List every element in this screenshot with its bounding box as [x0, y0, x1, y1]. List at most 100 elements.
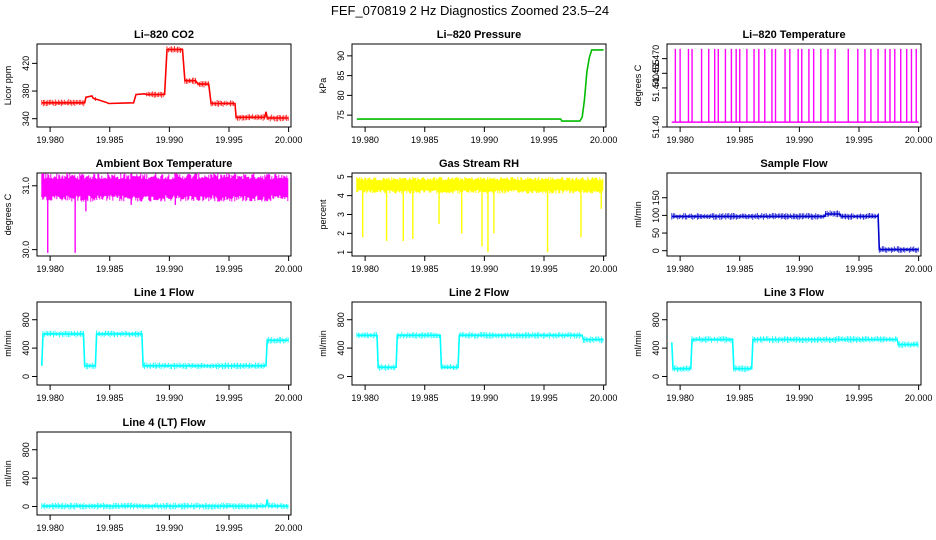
x-tick-label: 19.990 [471, 264, 499, 274]
y-tick-label: 0 [651, 374, 661, 379]
series-noise [41, 502, 289, 510]
y-tick-label: 400 [336, 341, 346, 356]
series-line [41, 333, 289, 367]
y-tick-label: 400 [21, 341, 31, 356]
x-tick-label: 19.995 [530, 135, 558, 145]
y-tick-label: 0 [651, 248, 661, 253]
x-tick-label: 19.985 [96, 393, 124, 403]
x-tick-label: 20.000 [590, 264, 618, 274]
y-tick-label: 51.40 [651, 116, 661, 139]
x-tick-label: 20.000 [905, 264, 933, 274]
x-tick-label: 19.990 [156, 264, 184, 274]
chart-panel-2: Li–820 Pressure 19.980 19.985 19.990 19.995 2… [318, 29, 617, 145]
chart-title: Li–820 Temperature [742, 29, 845, 41]
y-tick-label: 150 [651, 190, 661, 205]
y-tick-label: 0 [336, 374, 346, 379]
series-noise [41, 46, 289, 122]
x-tick-label: 19.995 [215, 393, 243, 403]
y-tick-label: 100 [651, 208, 661, 223]
x-tick-label: 19.980 [666, 393, 694, 403]
y-tick-label: 50 [651, 228, 661, 238]
x-tick-label: 20.000 [590, 135, 618, 145]
x-tick-label: 19.985 [411, 264, 439, 274]
x-tick-label: 19.995 [215, 264, 243, 274]
x-tick-label: 19.995 [530, 264, 558, 274]
chart-title: Li–820 CO2 [134, 29, 194, 41]
series-noise [672, 336, 919, 373]
chart-title: Ambient Box Temperature [96, 158, 233, 170]
plot-frame [666, 301, 922, 386]
x-tick-label: 20.000 [275, 135, 303, 145]
x-tick-label: 19.985 [726, 135, 754, 145]
y-tick-label: 800 [21, 312, 31, 327]
y-tick-label: 80 [336, 90, 346, 100]
x-tick-label: 19.980 [36, 135, 64, 145]
x-tick-label: 19.990 [156, 523, 184, 533]
y-tick-label: 51.440 [651, 74, 661, 102]
x-tick-label: 19.980 [36, 523, 64, 533]
x-tick-label: 19.990 [786, 135, 814, 145]
x-tick-label: 19.985 [726, 264, 754, 274]
series-noise [671, 210, 919, 253]
x-tick-label: 19.980 [36, 393, 64, 403]
series-line [356, 49, 604, 122]
y-tick-label: 420 [21, 56, 31, 71]
x-tick-label: 19.995 [845, 135, 873, 145]
y-tick-label: 800 [21, 442, 31, 457]
x-tick-label: 19.995 [215, 135, 243, 145]
x-tick-label: 19.990 [156, 393, 184, 403]
figure-title: FEF_070819 2 Hz Diagnostics Zoomed 23.5–… [331, 3, 609, 18]
plot-frame [666, 172, 922, 257]
x-tick-label: 20.000 [275, 393, 303, 403]
series-line [41, 499, 289, 507]
x-tick-label: 19.990 [471, 393, 499, 403]
y-axis-label: ml/min [633, 201, 643, 228]
chart-title: Line 3 Flow [764, 287, 824, 299]
y-tick-label: 75 [336, 110, 346, 120]
y-tick-label: 340 [21, 111, 31, 126]
x-tick-label: 20.000 [905, 393, 933, 403]
panels: Li–820 CO2 19.980 19.985 19.990 19.995 20.000… [3, 29, 932, 533]
y-tick-label: 5 [336, 174, 346, 179]
x-tick-label: 19.995 [530, 393, 558, 403]
y-axis-label: degrees C [3, 193, 13, 235]
y-axis-label: ml/min [3, 330, 13, 357]
x-tick-label: 19.995 [215, 523, 243, 533]
x-tick-label: 19.990 [786, 393, 814, 403]
series-band [41, 173, 289, 202]
plot-frame [351, 43, 607, 128]
y-tick-label: 51.470 [651, 45, 661, 73]
series-line [671, 212, 919, 251]
y-tick-label: 800 [336, 312, 346, 327]
x-tick-label: 19.985 [411, 135, 439, 145]
chart-panel-8: Line 2 Flow 19.980 19.985 19.990 19.995 20.00… [318, 287, 617, 403]
x-tick-label: 19.980 [36, 264, 64, 274]
chart-panel-9: Line 3 Flow 19.980 19.985 19.990 19.995 20.00… [633, 287, 932, 403]
x-tick-label: 19.995 [845, 393, 873, 403]
x-tick-label: 20.000 [590, 393, 618, 403]
y-tick-label: 380 [21, 84, 31, 99]
series-noise [356, 331, 604, 371]
chart-title: Line 2 Flow [449, 287, 509, 299]
y-tick-label: 31.0 [21, 177, 31, 195]
x-tick-label: 20.000 [905, 135, 933, 145]
plot-frame [36, 43, 292, 128]
y-tick-label: 0 [21, 374, 31, 379]
chart-title: Line 4 (LT) Flow [123, 417, 206, 429]
y-axis-label: kPa [318, 78, 328, 94]
x-tick-label: 19.990 [156, 135, 184, 145]
y-tick-label: 4 [336, 193, 346, 198]
plot-frame [36, 301, 292, 386]
plot-frame [36, 172, 292, 257]
series-line [41, 48, 289, 119]
y-tick-label: 2 [336, 231, 346, 236]
chart-panel-5: Gas Stream RH 19.980 19.985 19.990 19.995 20.… [318, 158, 617, 274]
y-axis-label: Licor ppm [3, 66, 13, 106]
x-tick-label: 19.995 [845, 264, 873, 274]
series-line [356, 334, 604, 369]
y-tick-label: 400 [21, 471, 31, 486]
plot-frame [666, 43, 922, 128]
chart-panel-10: Line 4 (LT) Flow 19.980 19.985 19.990 19.995… [3, 417, 302, 533]
x-tick-label: 19.985 [96, 264, 124, 274]
x-tick-label: 19.990 [786, 264, 814, 274]
